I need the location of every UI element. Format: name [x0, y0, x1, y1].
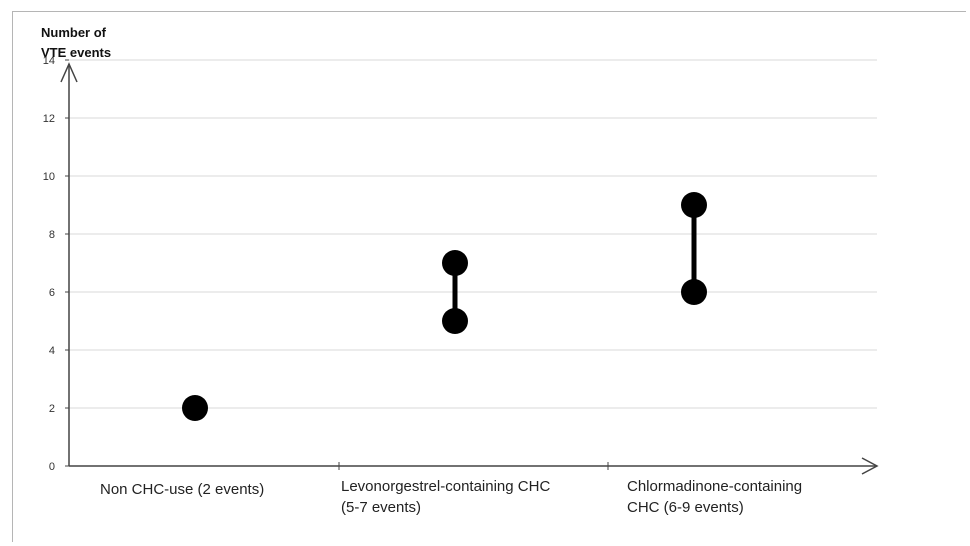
axes: [60, 62, 879, 475]
y-tick-labels: 0 2 4 6 8 10 12 14: [43, 55, 69, 473]
y-tick-label: 4: [49, 345, 55, 357]
data-marks: [182, 192, 707, 421]
x-category-label-chlormadinone: Chlormadinone-containing CHC (6-9 events…: [627, 476, 802, 518]
y-axis-arrow: [60, 62, 78, 83]
y-tick-label: 12: [43, 113, 55, 125]
x-category-label-non-chc: Non CHC-use (2 events): [100, 479, 264, 500]
x-category-label-line: Non CHC-use (2 events): [100, 481, 265, 498]
data-point-high: [681, 192, 707, 218]
x-category-label-levonorgestrel: Levonorgestrel-containing CHC (5-7 event…: [341, 476, 550, 518]
y-axis-title-line2: VTE events: [41, 45, 112, 60]
y-tick-label: 2: [49, 403, 55, 415]
gridlines: [69, 59, 877, 409]
chart-frame: [12, 11, 966, 542]
y-tick-label: 14: [43, 55, 55, 67]
y-tick-label: 0: [49, 461, 55, 473]
x-category-label-line: CHC (6-9 events): [627, 499, 744, 516]
x-category-label-line: Chlormadinone-containing: [627, 478, 803, 495]
y-tick-label: 10: [43, 171, 55, 183]
data-point-low: [442, 308, 468, 334]
data-point: [182, 395, 208, 421]
y-axis-title: Number of VTE events: [41, 23, 161, 63]
x-category-label-line: Levonorgestrel-containing CHC: [341, 478, 551, 495]
x-axis-arrow: [861, 457, 879, 475]
data-point-low: [681, 279, 707, 305]
y-tick-label: 6: [49, 287, 55, 299]
x-category-label-line: (5-7 events): [341, 499, 422, 516]
data-point-high: [442, 250, 468, 276]
y-axis-title-line1: Number of: [41, 25, 106, 40]
y-tick-label: 8: [49, 229, 55, 241]
